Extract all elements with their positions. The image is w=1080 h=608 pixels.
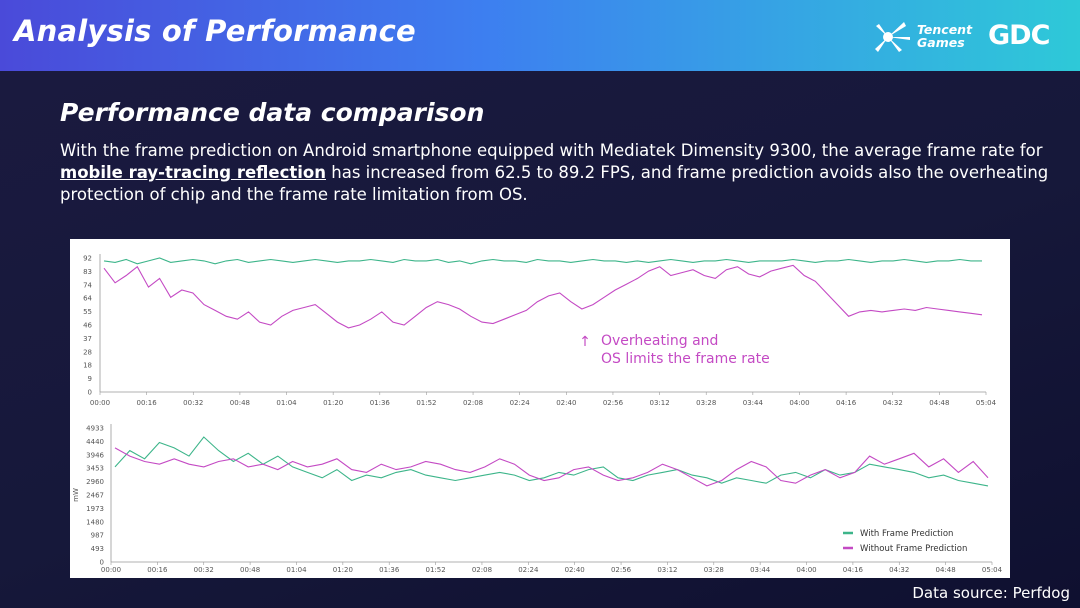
description-text-after: has increased from 62.5 to 89.2 FPS, and… bbox=[60, 163, 1049, 204]
x-tick-label: 04:32 bbox=[889, 566, 909, 574]
x-tick-label: 03:12 bbox=[649, 399, 669, 407]
x-tick-label: 00:00 bbox=[101, 566, 121, 574]
y-tick-label: 74 bbox=[83, 281, 92, 289]
description-highlight: mobile ray-tracing reflection bbox=[60, 163, 327, 182]
y-tick-label: 9 bbox=[88, 375, 92, 383]
y-tick-label: 493 bbox=[91, 545, 104, 553]
x-tick-label: 04:48 bbox=[929, 399, 949, 407]
x-tick-label: 01:52 bbox=[425, 566, 445, 574]
description-text-before: With the frame prediction on Android sma… bbox=[60, 141, 1043, 160]
x-tick-label: 04:16 bbox=[836, 399, 857, 407]
series-line-without-prediction bbox=[114, 447, 989, 487]
tencent-games-logo-text: Tencent Games bbox=[917, 23, 972, 49]
y-tick-label: 0 bbox=[88, 389, 92, 397]
x-tick-label: 01:04 bbox=[286, 566, 307, 574]
y-tick-label: 1973 bbox=[86, 505, 104, 513]
annotation-line2: OS limits the frame rate bbox=[601, 351, 770, 367]
tencent-logo-line2: Games bbox=[917, 35, 965, 50]
x-tick-label: 02:40 bbox=[565, 566, 585, 574]
x-tick-label: 05:04 bbox=[982, 566, 1003, 574]
x-tick-label: 04:16 bbox=[843, 566, 864, 574]
x-tick-label: 03:44 bbox=[750, 566, 771, 574]
x-tick-label: 03:28 bbox=[704, 566, 724, 574]
y-tick-label: 2467 bbox=[86, 492, 104, 500]
x-tick-label: 03:44 bbox=[743, 399, 764, 407]
section-title: Performance data comparison bbox=[60, 98, 485, 127]
y-tick-label: 18 bbox=[83, 362, 92, 370]
series-line-with-prediction bbox=[114, 436, 989, 487]
description-paragraph: With the frame prediction on Android sma… bbox=[60, 140, 1050, 206]
y-tick-label: 28 bbox=[83, 348, 92, 356]
x-tick-label: 01:20 bbox=[333, 566, 353, 574]
y-tick-label: 46 bbox=[83, 322, 92, 330]
y-tick-label: 4440 bbox=[86, 438, 104, 446]
y-tick-label: 1480 bbox=[86, 518, 104, 526]
x-tick-label: 04:32 bbox=[883, 399, 903, 407]
chart-panel: 92 83 74 64 55 46 37 28 18 9 0 00:00 00:16 00:32 00:48… bbox=[70, 239, 1010, 578]
data-source-label: Data source: Perfdog bbox=[912, 584, 1070, 602]
x-tick-label: 00:32 bbox=[194, 566, 214, 574]
header-bar: Analysis of Performance Tencent Games GD… bbox=[0, 0, 1080, 71]
x-tick-label: 02:56 bbox=[603, 399, 624, 407]
x-tick-label: 00:48 bbox=[240, 566, 260, 574]
y-tick-label: 3946 bbox=[86, 451, 104, 459]
y-tick-label: 4933 bbox=[86, 425, 104, 433]
x-tick-label: 02:24 bbox=[510, 399, 531, 407]
x-tick-label: 01:36 bbox=[370, 399, 391, 407]
y-tick-label: 92 bbox=[83, 255, 92, 263]
annotation-line1: Overheating and bbox=[601, 333, 718, 349]
series-line-without-prediction bbox=[103, 264, 983, 329]
series-line-with-prediction bbox=[103, 257, 982, 265]
y-tick-label: 64 bbox=[83, 295, 92, 303]
x-tick-label: 03:12 bbox=[657, 566, 677, 574]
x-tick-label: 04:00 bbox=[796, 566, 816, 574]
y-tick-label: 3453 bbox=[86, 465, 104, 473]
legend-label: Without Frame Prediction bbox=[860, 544, 967, 554]
x-tick-label: 02:08 bbox=[472, 566, 492, 574]
x-tick-label: 00:16 bbox=[147, 566, 168, 574]
tencent-games-logo-icon bbox=[875, 22, 910, 52]
legend-label: With Frame Prediction bbox=[860, 529, 953, 539]
x-tick-label: 03:28 bbox=[696, 399, 716, 407]
x-tick-label: 02:24 bbox=[518, 566, 539, 574]
tencent-logo-line1: Tencent bbox=[917, 22, 973, 37]
y-tick-label: 55 bbox=[83, 308, 92, 316]
gdc-logo: GDC bbox=[988, 20, 1050, 51]
x-tick-label: 02:40 bbox=[556, 399, 576, 407]
x-tick-label: 04:00 bbox=[789, 399, 809, 407]
y-tick-label: 987 bbox=[91, 532, 104, 540]
x-tick-label: 01:52 bbox=[416, 399, 436, 407]
x-tick-label: 01:20 bbox=[323, 399, 343, 407]
y-tick-label: 83 bbox=[83, 268, 92, 276]
x-tick-label: 01:04 bbox=[276, 399, 297, 407]
x-tick-label: 01:36 bbox=[379, 566, 400, 574]
y-tick-label: 37 bbox=[83, 335, 92, 343]
x-tick-label: 00:16 bbox=[137, 399, 158, 407]
annotation-arrow: ↑ bbox=[579, 334, 591, 350]
x-tick-label: 00:32 bbox=[183, 399, 203, 407]
slide-title: Analysis of Performance bbox=[14, 14, 416, 48]
y-tick-label: 2960 bbox=[86, 478, 104, 486]
x-tick-label: 00:00 bbox=[90, 399, 110, 407]
x-tick-label: 02:56 bbox=[611, 566, 632, 574]
x-tick-label: 02:08 bbox=[463, 399, 483, 407]
y-axis-label: mW bbox=[72, 488, 80, 502]
x-tick-label: 00:48 bbox=[230, 399, 250, 407]
x-tick-label: 04:48 bbox=[936, 566, 956, 574]
x-tick-label: 05:04 bbox=[976, 399, 997, 407]
y-tick-label: 0 bbox=[100, 559, 104, 567]
